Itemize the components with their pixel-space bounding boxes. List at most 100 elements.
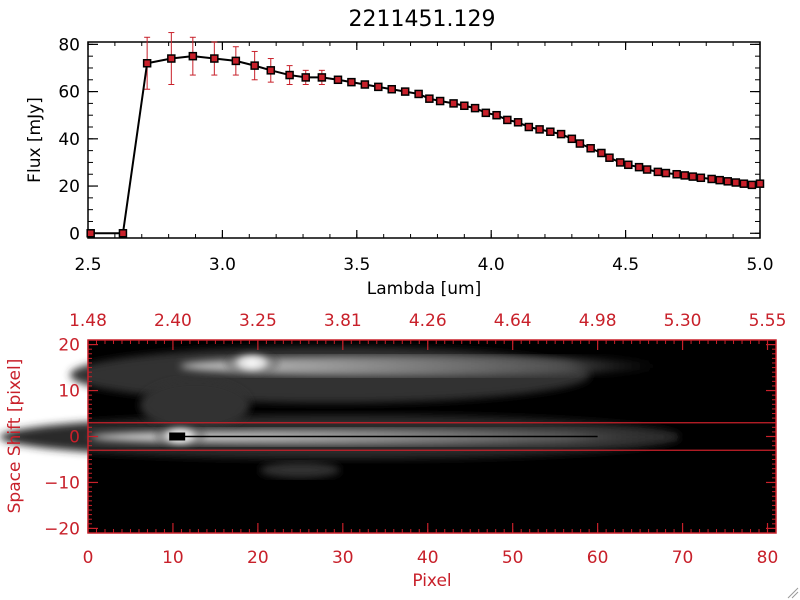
upper-trace: [180, 356, 660, 376]
data-point: [210, 54, 219, 63]
y-axis-ticks: 0 20 40 60 80: [58, 35, 760, 244]
space-shift-axis-ticks: −20 −10 0 10 20: [44, 336, 776, 539]
data-point: [605, 153, 614, 162]
pixel-axis-ticks: 0 10 20 30 40 50 60 70 80: [83, 340, 779, 568]
data-point: [188, 51, 198, 61]
wavelength-axis-ticks: 1.48 2.40 3.25 3.81 4.26 4.64 4.98 5.30 5.55: [69, 311, 786, 331]
image-emission: [0, 347, 690, 478]
wavelength-tick-label: 5.30: [664, 311, 702, 331]
space-shift-axis-label: Space Shift [pixel]: [5, 359, 25, 514]
pixel-axis-label: Pixel: [412, 571, 451, 591]
data-point: [425, 94, 434, 103]
data-point: [615, 158, 625, 167]
data-point: [597, 148, 606, 158]
y-tick-label: 0: [69, 428, 80, 448]
y-tick-label: 0: [69, 224, 80, 244]
data-point: [118, 229, 128, 238]
wavelength-tick-label: 3.81: [324, 311, 362, 331]
data-point: [360, 80, 370, 89]
data-point: [747, 180, 757, 190]
x-tick-label: 5.0: [746, 255, 773, 275]
data-point: [266, 66, 276, 75]
spectrum-plot: 2211451.129 2.5 3.0 3.5 4.0 4.5 5.0 0 20 40 60 80…: [25, 7, 774, 299]
data-point: [715, 175, 724, 185]
data-point: [586, 144, 595, 153]
data-point: [374, 82, 383, 92]
data-point: [460, 101, 469, 111]
data-point: [556, 129, 566, 139]
y-tick-label: 20: [58, 336, 80, 356]
data-point: [231, 56, 241, 66]
data-point: [492, 110, 501, 120]
data-point: [696, 173, 706, 183]
data-point: [546, 127, 555, 136]
wavelength-tick-label: 2.40: [154, 311, 192, 331]
data-point: [301, 73, 310, 82]
y-tick-label: 20: [58, 177, 80, 197]
upper-source: [222, 349, 282, 377]
wavelength-tick-label: 4.98: [579, 311, 617, 331]
x-tick-label: 10: [162, 548, 184, 568]
x-tick-label: 3.0: [209, 255, 236, 275]
data-point: [535, 125, 544, 134]
trace-start-marker: [169, 432, 186, 441]
series-markers: [86, 51, 765, 238]
chart-title: 2211451.129: [349, 7, 496, 32]
x-tick-label: 2.5: [74, 255, 101, 275]
data-point: [513, 118, 523, 127]
x-tick-label: 20: [247, 548, 269, 568]
data-point: [400, 87, 410, 96]
data-point: [680, 171, 689, 180]
data-point: [435, 96, 445, 106]
y-tick-label: 60: [58, 83, 80, 103]
plot-frame: [87, 41, 761, 239]
data-point: [642, 165, 652, 174]
x-tick-label: 30: [332, 548, 354, 568]
data-point: [707, 174, 716, 184]
data-point: [481, 108, 491, 118]
data-point: [387, 84, 396, 94]
x-tick-label: 80: [757, 548, 779, 568]
series-line: [90, 55, 761, 235]
data-point: [250, 61, 259, 70]
y-tick-label: 40: [58, 130, 80, 150]
data-point: [731, 178, 741, 187]
x-axis-ticks: 2.5 3.0 3.5 4.0 4.5 5.0: [74, 42, 774, 275]
data-point: [503, 115, 512, 125]
x-axis-label: Lambda [um]: [367, 279, 481, 299]
data-point: [524, 122, 534, 132]
data-point: [575, 139, 585, 148]
data-point: [449, 99, 458, 108]
x-tick-label: 50: [502, 548, 524, 568]
x-tick-label: 4.5: [612, 255, 639, 275]
wavelength-tick-label: 3.25: [239, 311, 277, 331]
halo-region: [260, 462, 340, 478]
wavelength-tick-label: 5.55: [749, 311, 787, 331]
data-point: [688, 172, 698, 181]
data-point: [624, 160, 633, 170]
data-point: [634, 162, 644, 172]
data-point: [167, 54, 176, 63]
x-tick-label: 60: [587, 548, 609, 568]
data-point: [661, 168, 671, 178]
data-point: [755, 179, 765, 188]
data-point: [739, 179, 749, 188]
data-point: [285, 70, 294, 80]
wavelength-tick-label: 1.48: [69, 311, 107, 331]
data-point: [414, 89, 423, 99]
data-point: [317, 73, 327, 82]
x-tick-label: 0: [83, 548, 94, 568]
x-tick-label: 4.0: [478, 255, 505, 275]
resize-grip-icon[interactable]: [787, 587, 799, 599]
data-point: [723, 177, 732, 186]
halo-region: [140, 380, 250, 430]
x-tick-label: 3.5: [343, 255, 370, 275]
y-axis-label: Flux [mJy]: [25, 97, 45, 183]
data-point: [333, 75, 343, 85]
x-tick-label: 40: [417, 548, 439, 568]
data-point: [347, 77, 356, 87]
wavelength-tick-label: 4.64: [494, 311, 532, 331]
data-point: [567, 134, 577, 144]
spatial-image-plot: 0 10 20 30 40 50 60 70 80 1.48 2.40 3.25 3.81 4.26 4.…: [0, 311, 786, 591]
